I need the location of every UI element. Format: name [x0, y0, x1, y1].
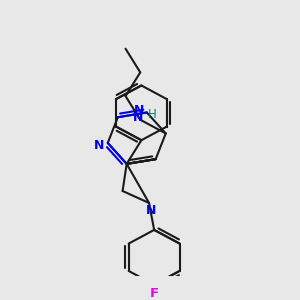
Text: N: N [94, 139, 105, 152]
Text: F: F [150, 287, 159, 300]
Text: N: N [133, 111, 143, 124]
Text: N: N [146, 204, 157, 217]
Text: N: N [134, 104, 144, 117]
Text: H: H [148, 108, 157, 121]
